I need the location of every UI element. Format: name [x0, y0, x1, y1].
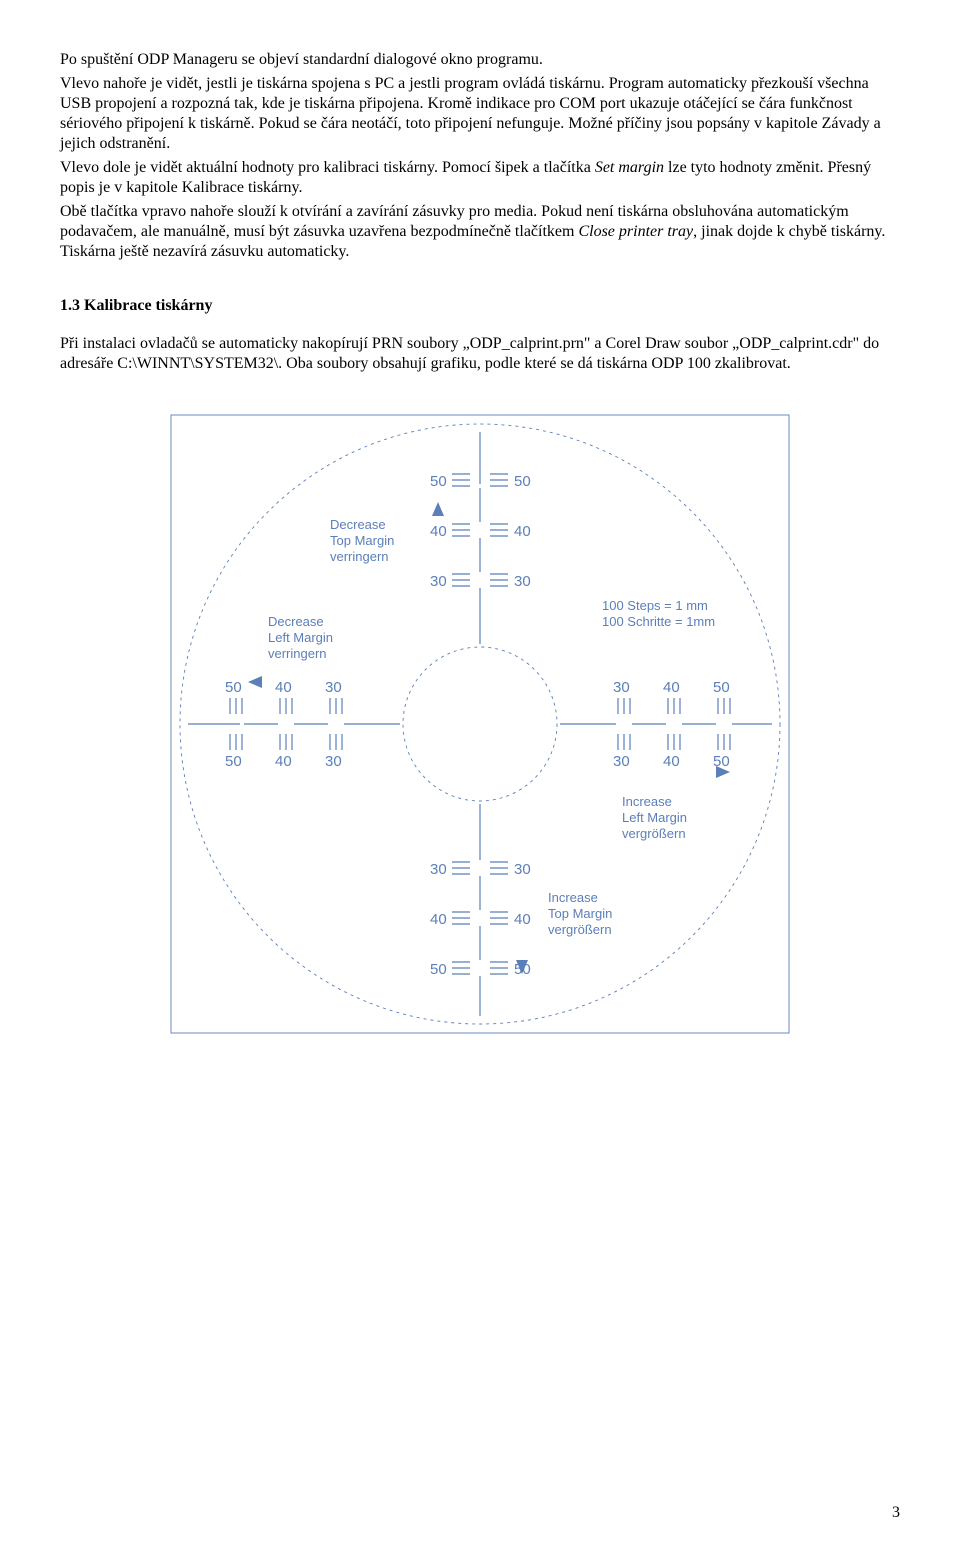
diagram-number: 50: [430, 473, 447, 490]
increase-top-label: Top Margin: [548, 906, 612, 921]
diagram-number: 40: [430, 911, 447, 928]
paragraph-line: Obě tlačítka vpravo nahoře slouží k otví…: [60, 202, 900, 262]
increase-left-label: vergrößern: [622, 826, 686, 841]
diagram-number: 40: [275, 679, 292, 696]
steps-label: 100 Schritte = 1mm: [602, 614, 715, 629]
arrow-left-icon: [248, 676, 262, 688]
diagram-number: 40: [663, 679, 680, 696]
diagram-number: 30: [325, 753, 342, 770]
diagram-number: 30: [613, 679, 630, 696]
paragraph-line: Vlevo dole je vidět aktuální hodnoty pro…: [60, 158, 900, 198]
paragraph-line: Po spuštění ODP Manageru se objeví stand…: [60, 50, 900, 70]
section-paragraph: Při instalaci ovladačů se automaticky na…: [60, 334, 900, 374]
decrease-top-label: Top Margin: [330, 533, 394, 548]
diagram-number: 40: [514, 523, 531, 540]
section-heading: 1.3 Kalibrace tiskárny: [60, 296, 900, 316]
decrease-top-label: verringern: [330, 549, 389, 564]
arrow-up-icon: [432, 502, 444, 516]
page-number: 3: [892, 1503, 900, 1523]
decrease-left-label: verringern: [268, 646, 327, 661]
diagram-number: 50: [713, 753, 730, 770]
diagram-number: 40: [514, 911, 531, 928]
calibration-diagram: 50 50 40 40 30 30 30 30: [170, 414, 790, 1034]
paragraph-line: Vlevo nahoře je vidět, jestli je tiskárn…: [60, 74, 900, 154]
set-margin-term: Set margin: [595, 159, 664, 176]
decrease-top-label: Decrease: [330, 517, 386, 532]
diagram-number: 40: [275, 753, 292, 770]
steps-label: 100 Steps = 1 mm: [602, 598, 708, 613]
diagram-number: 30: [430, 861, 447, 878]
diagram-number: 30: [514, 573, 531, 590]
diagram-number: 30: [514, 861, 531, 878]
increase-left-label: Left Margin: [622, 810, 687, 825]
increase-top-label: Increase: [548, 890, 598, 905]
diagram-number: 50: [430, 961, 447, 978]
diagram-number: 30: [613, 753, 630, 770]
close-printer-tray-term: Close printer tray: [578, 223, 693, 240]
diagram-number: 30: [325, 679, 342, 696]
diagram-number: 30: [430, 573, 447, 590]
increase-left-label: Increase: [622, 794, 672, 809]
decrease-left-label: Left Margin: [268, 630, 333, 645]
diagram-number: 50: [713, 679, 730, 696]
diagram-number: 50: [225, 753, 242, 770]
diagram-number: 40: [430, 523, 447, 540]
diagram-number: 40: [663, 753, 680, 770]
diagram-number: 50: [225, 679, 242, 696]
diagram-number: 50: [514, 473, 531, 490]
increase-top-label: vergrößern: [548, 922, 612, 937]
decrease-left-label: Decrease: [268, 614, 324, 629]
